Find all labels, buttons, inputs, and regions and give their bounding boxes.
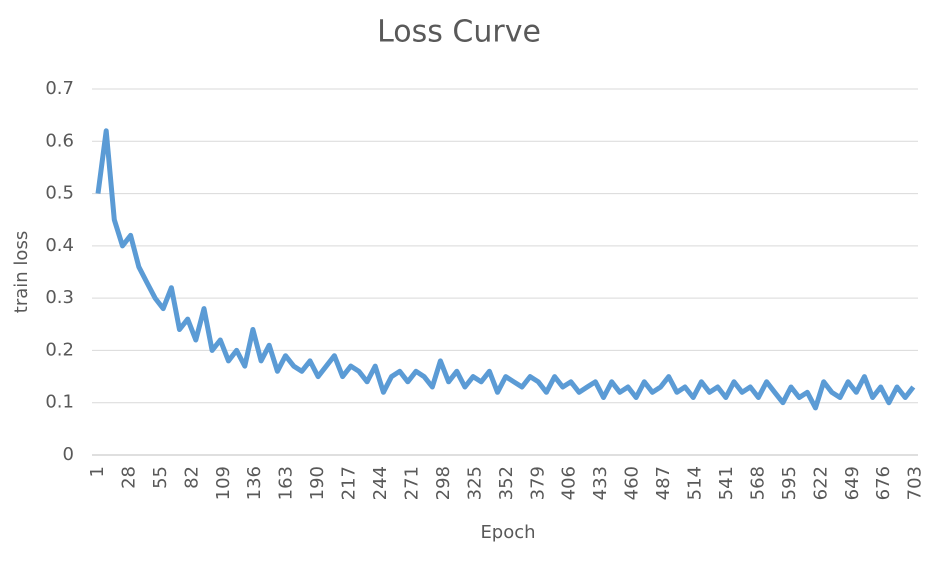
x-tick-label: 703 [905, 466, 926, 500]
x-tick-label: 55 [150, 466, 171, 489]
x-tick-label: 352 [496, 466, 517, 500]
x-tick-label: 649 [842, 466, 863, 500]
y-tick-label: 0.5 [45, 183, 74, 204]
x-tick-label: 1 [87, 466, 108, 477]
x-tick-label: 136 [244, 466, 265, 500]
x-tick-label: 433 [590, 466, 611, 500]
x-axis-label: Epoch [480, 522, 535, 543]
x-tick-label: 676 [873, 466, 894, 500]
x-tick-label: 379 [527, 466, 548, 500]
x-tick-label: 514 [685, 466, 706, 500]
x-tick-label: 568 [747, 466, 768, 500]
y-tick-label: 0.4 [45, 235, 74, 256]
y-tick-label: 0.7 [45, 78, 74, 99]
x-tick-label: 190 [307, 466, 328, 500]
y-tick-label: 0.2 [45, 339, 74, 360]
y-tick-label: 0.1 [45, 392, 74, 413]
x-tick-label: 406 [559, 466, 580, 500]
x-tick-label: 28 [118, 466, 139, 489]
x-tick-label: 271 [401, 466, 422, 500]
x-tick-label: 460 [622, 466, 643, 500]
x-tick-label: 298 [433, 466, 454, 500]
x-tick-label: 244 [370, 466, 391, 500]
y-tick-label: 0.6 [45, 130, 74, 151]
x-tick-label: 109 [213, 466, 234, 500]
chart-title: Loss Curve [377, 15, 541, 50]
y-axis-label: train loss [11, 231, 32, 313]
line-series [95, 128, 916, 411]
y-tick-label: 0 [63, 444, 74, 465]
x-tick-label: 163 [276, 466, 297, 500]
x-tick-label: 622 [810, 466, 831, 500]
x-tick-label: 487 [653, 466, 674, 500]
x-tick-label: 217 [339, 466, 360, 500]
y-tick-label: 0.3 [45, 287, 74, 308]
x-tick-label: 325 [464, 466, 485, 500]
x-tick-label: 541 [716, 466, 737, 500]
x-tick-label: 82 [181, 466, 202, 489]
x-tick-label: 595 [779, 466, 800, 500]
